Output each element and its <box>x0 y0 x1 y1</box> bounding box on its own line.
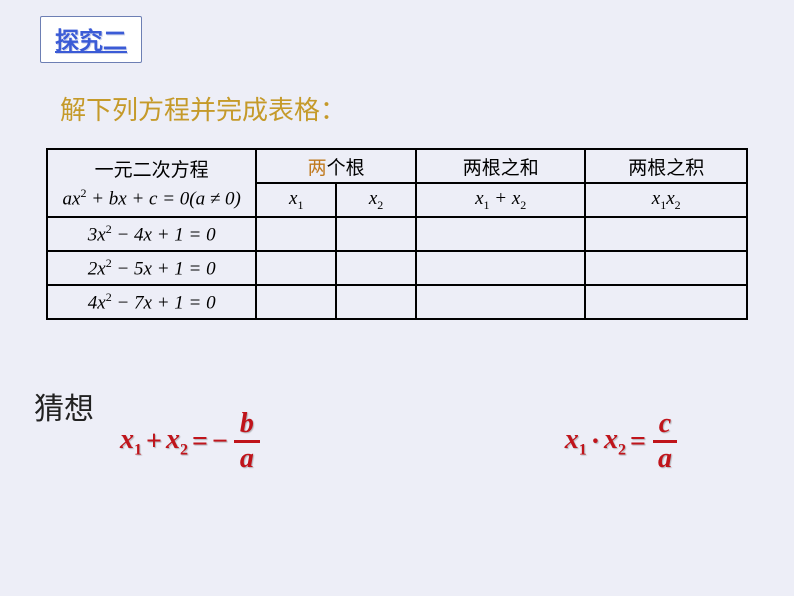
subheader-x2: x2 <box>336 183 416 217</box>
empty-cell <box>256 251 336 285</box>
formula-sum: x1 + x2 = − b a <box>120 410 262 473</box>
fraction-c-over-a: c a <box>652 410 678 473</box>
table-row: 2x2 − 5x + 1 = 0 <box>47 251 747 285</box>
section-badge: 探究二 <box>40 16 142 63</box>
instruction-text: 解下列方程并完成表格： <box>60 90 346 127</box>
empty-cell <box>585 251 747 285</box>
header-product: 两根之积 <box>585 149 747 183</box>
equation-cell: 2x2 − 5x + 1 = 0 <box>47 251 256 285</box>
empty-cell <box>585 285 747 319</box>
roots-prefix: 两 <box>308 158 327 179</box>
header-eq-label: 一元二次方程 <box>52 155 251 182</box>
equation-cell: 3x2 − 4x + 1 = 0 <box>47 217 256 251</box>
empty-cell <box>416 217 585 251</box>
table-row: 3x2 − 4x + 1 = 0 <box>47 217 747 251</box>
roots-suffix: 个根 <box>327 158 365 179</box>
subheader-product: x1x2 <box>585 183 747 217</box>
fraction-b-over-a: b a <box>234 410 260 473</box>
subheader-x1: x1 <box>256 183 336 217</box>
equation-table-wrap: 一元二次方程 ax2 + bx + c = 0(a ≠ 0) 两个根 两根之和 … <box>46 148 748 320</box>
empty-cell <box>336 217 416 251</box>
guess-label: 猜想 <box>34 384 94 428</box>
formula-row: x1 + x2 = − b a x1 · x2 = c a <box>120 410 680 473</box>
table-header-row: 一元二次方程 ax2 + bx + c = 0(a ≠ 0) 两个根 两根之和 … <box>47 149 747 183</box>
empty-cell <box>585 217 747 251</box>
header-equation-type: 一元二次方程 ax2 + bx + c = 0(a ≠ 0) <box>47 149 256 217</box>
header-two-roots: 两个根 <box>256 149 416 183</box>
empty-cell <box>256 217 336 251</box>
equation-cell: 4x2 − 7x + 1 = 0 <box>47 285 256 319</box>
empty-cell <box>256 285 336 319</box>
subheader-sum: x1 + x2 <box>416 183 585 217</box>
header-eq-form: ax2 + bx + c = 0(a ≠ 0) <box>52 186 251 210</box>
formula-product: x1 · x2 = c a <box>565 410 680 473</box>
table-row: 4x2 − 7x + 1 = 0 <box>47 285 747 319</box>
empty-cell <box>416 285 585 319</box>
header-sum: 两根之和 <box>416 149 585 183</box>
equation-table: 一元二次方程 ax2 + bx + c = 0(a ≠ 0) 两个根 两根之和 … <box>46 148 748 320</box>
section-badge-text: 探究二 <box>55 28 127 55</box>
empty-cell <box>336 251 416 285</box>
empty-cell <box>416 251 585 285</box>
empty-cell <box>336 285 416 319</box>
